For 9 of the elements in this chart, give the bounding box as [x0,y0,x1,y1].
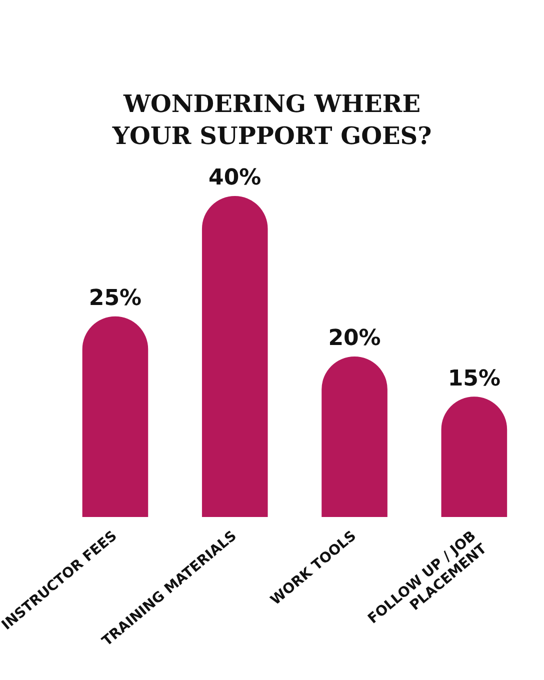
data-label: 40% [208,166,262,191]
chart-title: WONDERING WHERE YOUR SUPPORT GOES? [111,88,433,152]
bar [202,196,268,517]
bar [441,396,508,517]
bar [322,356,388,517]
data-label: 15% [448,366,501,392]
bar [82,316,148,517]
data-label: 20% [328,326,381,352]
data-label: 25% [88,286,142,312]
